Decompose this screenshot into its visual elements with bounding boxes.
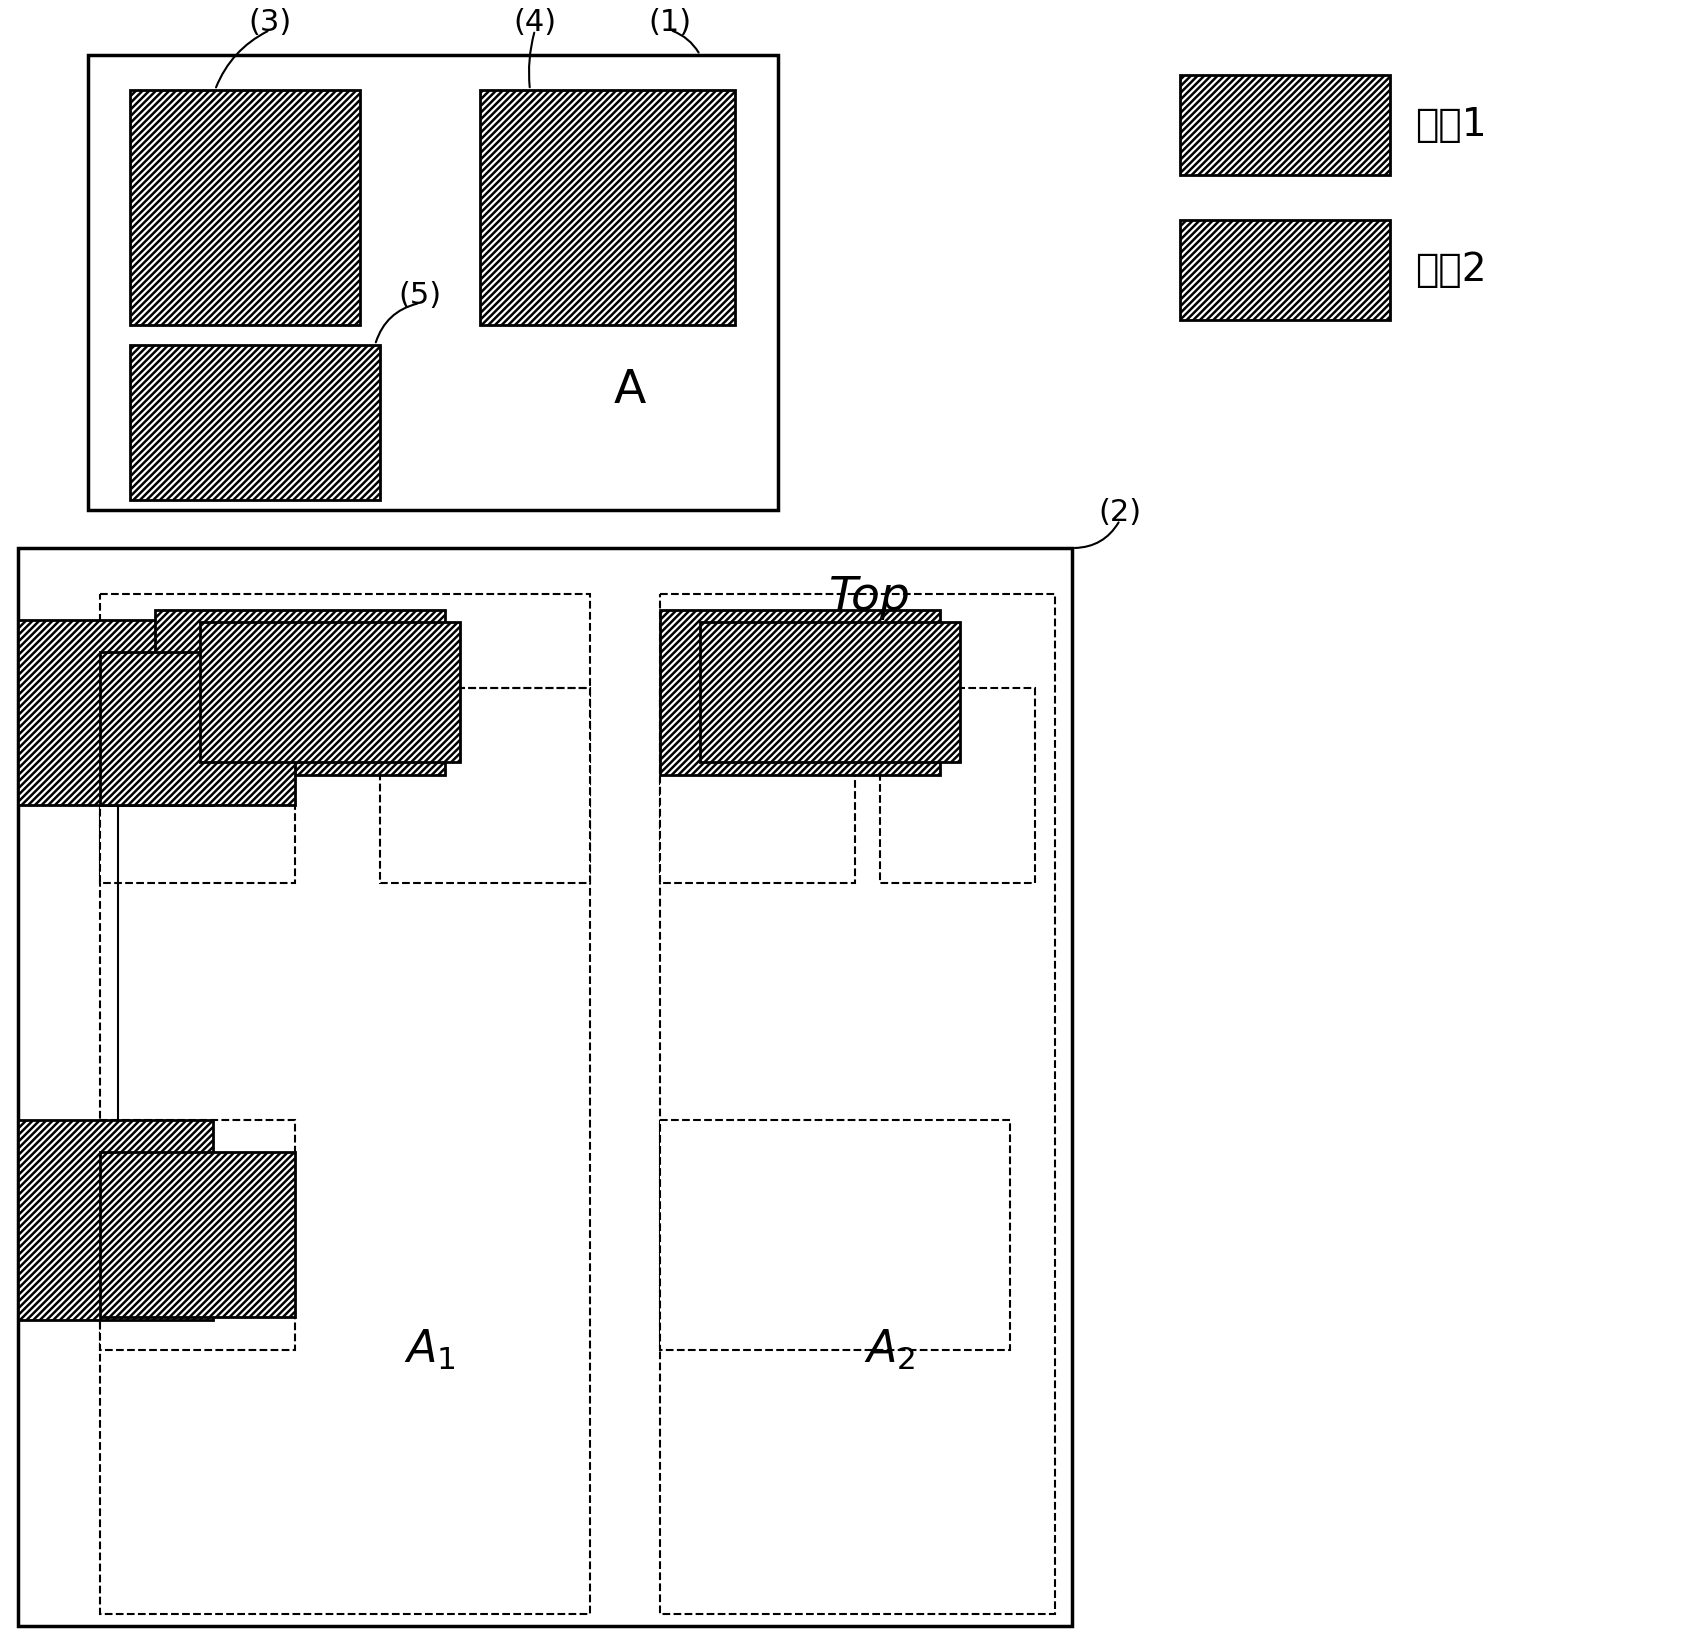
Bar: [131, 344, 380, 499]
Bar: [19, 620, 214, 804]
Bar: [88, 54, 778, 509]
Bar: [19, 1121, 214, 1320]
Bar: [100, 687, 295, 883]
Bar: [480, 91, 734, 325]
Bar: [154, 610, 444, 775]
Bar: [660, 610, 940, 775]
Bar: [880, 687, 1035, 883]
Text: Top: Top: [829, 575, 911, 621]
Bar: [19, 549, 1072, 1627]
Text: $A_2$: $A_2$: [865, 1328, 916, 1373]
Text: 图层2: 图层2: [1414, 250, 1486, 288]
Text: (2): (2): [1099, 498, 1141, 526]
Bar: [100, 1152, 295, 1317]
Bar: [100, 593, 590, 1613]
Text: 图层1: 图层1: [1414, 105, 1487, 143]
Bar: [200, 621, 460, 761]
Bar: [1180, 76, 1391, 175]
Bar: [660, 593, 1055, 1613]
Text: (5): (5): [399, 280, 441, 310]
Bar: [100, 1121, 295, 1350]
Text: A: A: [614, 368, 646, 412]
Bar: [380, 687, 590, 883]
Bar: [131, 91, 360, 325]
Text: (3): (3): [248, 8, 292, 36]
Bar: [660, 1121, 1011, 1350]
Text: (4): (4): [514, 8, 556, 36]
Bar: [700, 621, 960, 761]
Bar: [660, 687, 855, 883]
Text: (1): (1): [648, 8, 692, 36]
Text: $A_1$: $A_1$: [404, 1328, 456, 1373]
Bar: [1180, 219, 1391, 320]
Bar: [100, 653, 295, 804]
